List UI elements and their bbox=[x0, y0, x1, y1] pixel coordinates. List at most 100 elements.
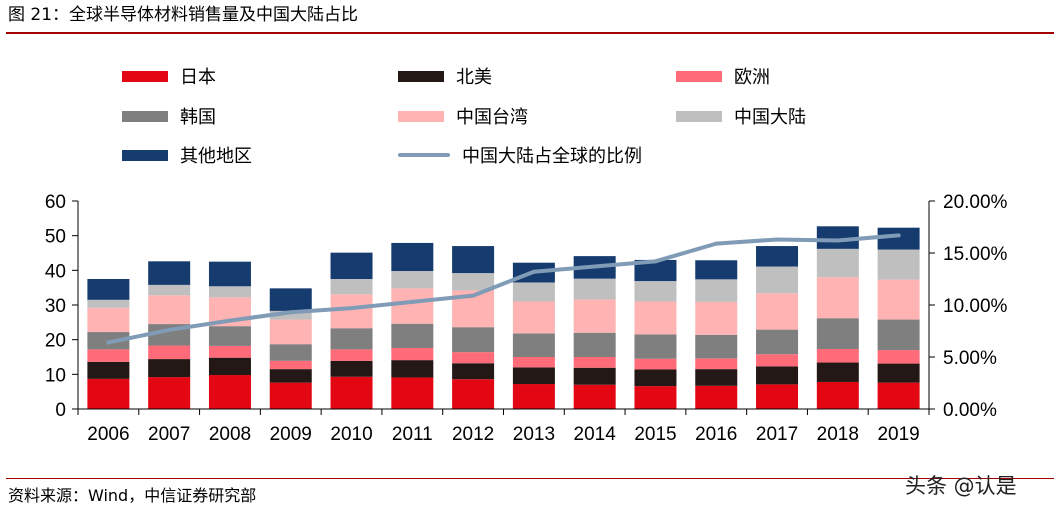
share-point bbox=[531, 269, 536, 274]
source-note: 资料来源：Wind，中信证券研究部 bbox=[8, 486, 257, 505]
bar-segment bbox=[148, 261, 191, 285]
share-point bbox=[592, 264, 597, 269]
left-tick-label: 20 bbox=[45, 331, 66, 352]
bar-segment bbox=[877, 319, 920, 351]
bar-segment bbox=[330, 328, 373, 350]
bar-segment bbox=[87, 299, 130, 308]
bar-segment bbox=[634, 358, 677, 370]
bar-segment bbox=[148, 377, 191, 409]
bar-segment bbox=[573, 278, 616, 300]
bar-segment bbox=[512, 384, 555, 409]
legend-item-japan: 日本 bbox=[122, 64, 216, 88]
x-tick-label: 2013 bbox=[513, 424, 555, 445]
legend-item-other: 其他地区 bbox=[122, 143, 252, 167]
right-tick-label: 10.00% bbox=[943, 296, 1008, 317]
bar-segment bbox=[634, 259, 677, 282]
bar-segment bbox=[512, 282, 555, 302]
bar-segment bbox=[573, 384, 616, 409]
x-tick-label: 2011 bbox=[392, 424, 433, 445]
bar-segment bbox=[87, 279, 130, 300]
bar-segment bbox=[816, 362, 859, 382]
x-tick-label: 2017 bbox=[756, 424, 798, 445]
bar-segment bbox=[208, 326, 251, 346]
bar-segment bbox=[695, 369, 738, 386]
legend-item-china-share: 中国大陆占全球的比例 bbox=[398, 143, 642, 167]
x-tick-label: 2016 bbox=[695, 424, 737, 445]
bar-segment bbox=[269, 382, 312, 409]
share-point bbox=[471, 293, 476, 298]
bar-segment bbox=[756, 246, 799, 267]
right-tick-label: 20.00% bbox=[943, 192, 1008, 213]
bar-segment bbox=[756, 354, 799, 367]
bar-segment bbox=[877, 227, 920, 250]
bar-segment bbox=[695, 301, 738, 335]
bar-segment bbox=[512, 367, 555, 385]
share-line bbox=[106, 233, 901, 345]
bar-segment bbox=[330, 376, 373, 409]
bar-segment bbox=[391, 271, 434, 289]
share-point bbox=[349, 306, 354, 311]
bar-segment bbox=[816, 248, 859, 278]
bar-segment bbox=[877, 279, 920, 320]
bar-segment bbox=[634, 281, 677, 302]
share-point bbox=[106, 340, 111, 345]
bar-segment bbox=[573, 332, 616, 357]
legend-swatch bbox=[122, 149, 168, 161]
legend-line-swatch bbox=[398, 153, 450, 157]
bar-segment bbox=[269, 369, 312, 383]
bar-segment bbox=[573, 367, 616, 385]
legend-label: 日本 bbox=[180, 67, 216, 88]
bar-segment bbox=[634, 386, 677, 409]
bar-segment bbox=[269, 310, 312, 320]
bar-segment bbox=[877, 249, 920, 280]
watermark: 头条 @认是 bbox=[905, 474, 1017, 498]
legend-label: 欧洲 bbox=[734, 67, 770, 88]
footer-rule bbox=[6, 478, 1054, 479]
bar-segment bbox=[391, 323, 434, 348]
bar-segment bbox=[573, 299, 616, 333]
bar-segment bbox=[816, 318, 859, 350]
bar-segment bbox=[452, 327, 495, 353]
bar-segment bbox=[695, 260, 738, 280]
bar-segment bbox=[695, 385, 738, 409]
legend-item-korea: 韩国 bbox=[122, 104, 216, 128]
bar-segment bbox=[634, 301, 677, 335]
bar-segment bbox=[148, 284, 191, 296]
legend-label: 中国大陆 bbox=[734, 107, 806, 128]
bar-segment bbox=[391, 360, 434, 378]
bar-segment bbox=[756, 329, 799, 355]
left-tick-label: 50 bbox=[45, 227, 66, 248]
x-tick-label: 2018 bbox=[817, 424, 859, 445]
bar-segment bbox=[269, 288, 312, 311]
bar-segment bbox=[877, 363, 920, 383]
legend-swatch bbox=[398, 70, 444, 82]
bar-segment bbox=[452, 363, 495, 380]
bar-segment bbox=[330, 294, 373, 329]
x-tick-label: 2010 bbox=[330, 424, 372, 445]
share-point bbox=[835, 238, 840, 243]
bar-segment bbox=[877, 350, 920, 364]
bar-segment bbox=[816, 349, 859, 363]
bar-segment bbox=[816, 277, 859, 319]
bar-segment bbox=[756, 366, 799, 385]
legend-label: 中国台湾 bbox=[456, 107, 528, 128]
legend-swatch bbox=[122, 70, 168, 82]
right-tick-label: 0.00% bbox=[943, 400, 997, 421]
legend-item-taiwan: 中国台湾 bbox=[398, 104, 528, 128]
bar-segment bbox=[816, 226, 859, 249]
legend-swatch bbox=[676, 70, 722, 82]
x-tick-label: 2012 bbox=[452, 424, 494, 445]
x-tick-label: 2009 bbox=[270, 424, 312, 445]
share-point bbox=[167, 327, 172, 332]
share-point bbox=[714, 241, 719, 246]
bar-segment bbox=[512, 357, 555, 368]
bar-segment bbox=[512, 301, 555, 334]
x-tick-label: 2014 bbox=[574, 424, 617, 445]
left-tick-label: 10 bbox=[45, 365, 66, 386]
bar-segment bbox=[634, 369, 677, 387]
bar-segment bbox=[269, 344, 312, 361]
bar-segment bbox=[330, 360, 373, 377]
left-tick-label: 40 bbox=[45, 261, 66, 282]
bar-segment bbox=[452, 273, 495, 291]
bar-segment bbox=[695, 279, 738, 302]
